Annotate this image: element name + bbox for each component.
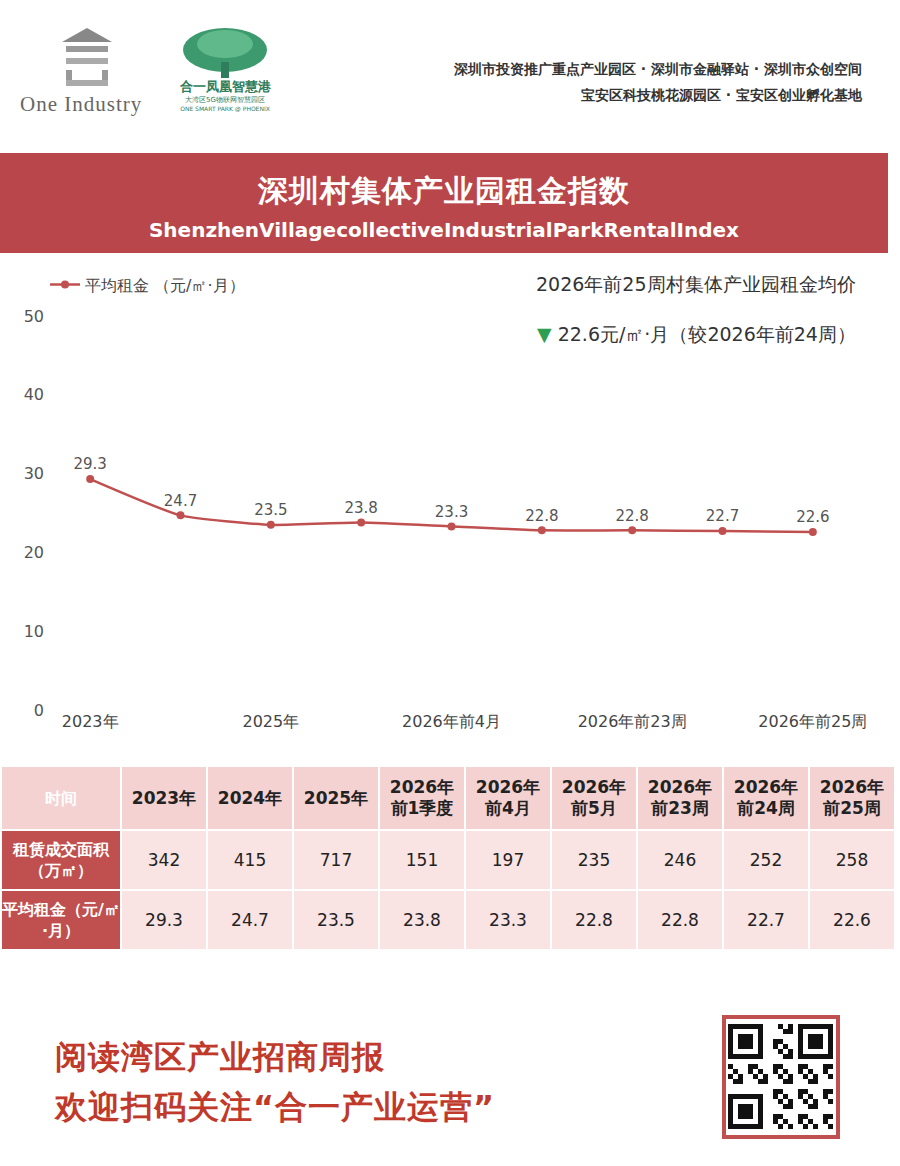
svg-text:29.3: 29.3: [73, 455, 106, 473]
html-text:717: 717: [319, 849, 353, 870]
svg-text:40: 40: [24, 385, 44, 404]
svg-text:2026年前4月: 2026年前4月: [402, 712, 501, 731]
html-text:2024年: 2024年: [217, 787, 283, 808]
svg-text:2026年前23周: 2026年前23周: [578, 712, 687, 731]
svg-text:50: 50: [24, 307, 44, 326]
html-text:One Industry: One Industry: [20, 92, 143, 116]
svg-text:22.6: 22.6: [796, 508, 829, 526]
svg-text:2026年前25周: 2026年前25周: [758, 712, 867, 731]
html-text:252: 252: [749, 849, 783, 870]
html-text:2026年: 2026年: [647, 777, 713, 797]
svg-text:23.3: 23.3: [435, 503, 468, 521]
svg-text:30: 30: [24, 464, 44, 483]
html-text:151: 151: [405, 849, 439, 870]
svg-text:0: 0: [34, 701, 44, 720]
html-text:22.7: 22.7: [747, 909, 785, 930]
svg-text:2025年: 2025年: [242, 712, 299, 731]
html-text:深圳村集体产业园租金指数: 深圳村集体产业园租金指数: [258, 173, 630, 208]
html-text:宝安区科技桃花源园区 · 宝安区创业孵化基地: 宝安区科技桃花源园区 · 宝安区创业孵化基地: [580, 87, 862, 103]
html-text:22.8: 22.8: [661, 909, 699, 930]
html-text:22.8: 22.8: [575, 909, 613, 930]
html-text:租赁成交面积（万㎡）: 租赁成交面积（万㎡）: [13, 840, 109, 880]
html-text:22.6: 22.6: [833, 909, 871, 930]
html-text:2026年: 2026年: [819, 777, 885, 797]
html-text:23.8: 23.8: [403, 909, 441, 930]
svg-text:22.8: 22.8: [615, 507, 648, 525]
svg-text:22.7: 22.7: [706, 507, 739, 525]
svg-text:平均租金 （元/㎡·月）: 平均租金 （元/㎡·月）: [85, 276, 245, 295]
html-text:ONE SMART PARK @ PHOENIX: ONE SMART PARK @ PHOENIX: [180, 105, 270, 112]
html-text:前25周: 前25周: [823, 798, 881, 818]
html-text:29.3: 29.3: [145, 909, 183, 930]
html-text:前23周: 前23周: [651, 798, 709, 818]
html-text:2026年: 2026年: [475, 777, 541, 797]
html-text:2026年: 2026年: [561, 777, 627, 797]
html-text:24.7: 24.7: [231, 909, 269, 930]
html-text:2025年: 2025年: [303, 787, 369, 808]
html-text:2026年: 2026年: [389, 777, 455, 797]
svg-text:▼ 22.6元/㎡·月（较2026年前24周）: ▼ 22.6元/㎡·月（较2026年前24周）: [537, 323, 856, 345]
html-text:大湾区5G物联网智慧园区: 大湾区5G物联网智慧园区: [185, 96, 265, 104]
svg-text:23.5: 23.5: [254, 501, 287, 519]
svg-text:2026年前25周村集体产业园租金均价: 2026年前25周村集体产业园租金均价: [536, 273, 856, 295]
html-text:合一凤凰智慧港: 合一凤凰智慧港: [179, 79, 271, 94]
html-text:前1季度: 前1季度: [390, 798, 454, 818]
html-text:23.3: 23.3: [489, 909, 527, 930]
svg-text:10: 10: [24, 622, 44, 641]
html-text:246: 246: [663, 849, 697, 870]
html-text:197: 197: [491, 849, 525, 870]
html-text:23.5: 23.5: [317, 909, 355, 930]
html-text:阅读湾区产业招商周报: 阅读湾区产业招商周报: [55, 1038, 385, 1076]
svg-text:22.8: 22.8: [525, 507, 558, 525]
html-text:2026年: 2026年: [733, 777, 799, 797]
html-text:342: 342: [147, 849, 181, 870]
html-text:前24周: 前24周: [737, 798, 795, 818]
html-text:258: 258: [835, 849, 869, 870]
svg-text:24.7: 24.7: [164, 492, 197, 510]
html-text:235: 235: [577, 849, 611, 870]
html-text:415: 415: [233, 849, 267, 870]
svg-text:23.8: 23.8: [344, 499, 377, 517]
html-text:欢迎扫码关注“合一产业运营”: 欢迎扫码关注“合一产业运营”: [55, 1088, 496, 1126]
html-text:前5月: 前5月: [571, 798, 617, 818]
svg-text:2023年: 2023年: [62, 712, 119, 731]
html-text:时间: 时间: [45, 788, 77, 808]
html-text:平均租金（元/㎡·月）: 平均租金（元/㎡·月）: [2, 900, 120, 940]
svg-text:20: 20: [24, 543, 44, 562]
html-text:ShenzhenVillagecollectiveIndus: ShenzhenVillagecollectiveIndustrialParkR…: [149, 218, 739, 242]
html-text:深圳市投资推广重点产业园区 · 深圳市金融驿站 · 深圳市众: 深圳市投资推广重点产业园区 · 深圳市金融驿站 · 深圳市众创空间: [453, 61, 862, 77]
html-text:前4月: 前4月: [485, 798, 531, 818]
html-text:2023年: 2023年: [131, 787, 197, 808]
